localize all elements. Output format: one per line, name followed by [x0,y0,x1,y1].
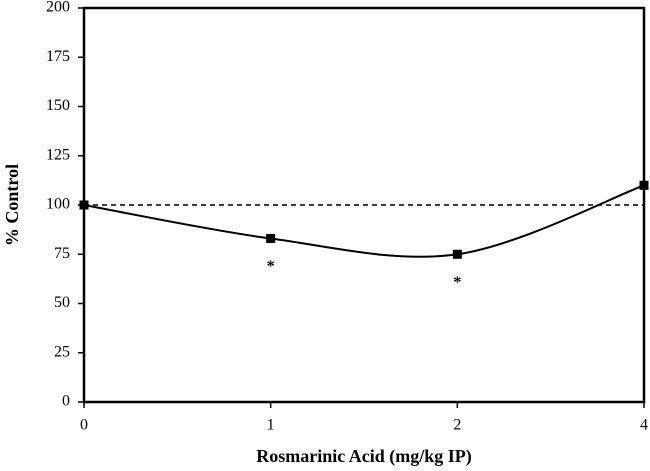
data-point [452,249,462,259]
y-tick-label: 0 [62,393,70,410]
y-tick-label: 50 [54,294,70,311]
significance-label: * [267,258,275,275]
x-tick-label: 1 [267,417,275,434]
y-tick-label: 150 [46,97,70,114]
y-tick-label: 175 [46,48,70,65]
x-tick-label: 2 [453,417,461,434]
y-tick-label: 200 [46,0,70,16]
y-tick-label: 75 [54,245,70,262]
x-tick-label: 0 [80,417,88,434]
data-line [83,184,645,258]
y-tick-label: 100 [46,196,70,213]
data-point [266,233,276,243]
significance-label: * [453,274,461,291]
y-tick-label: 125 [46,146,70,163]
plot-frame [82,6,646,404]
y-tick-label: 25 [54,343,70,360]
y-axis-title: % Control [2,164,22,246]
x-tick-label: 4 [640,417,648,434]
x-axis-title: Rosmarinic Acid (mg/kg IP) [256,446,472,467]
